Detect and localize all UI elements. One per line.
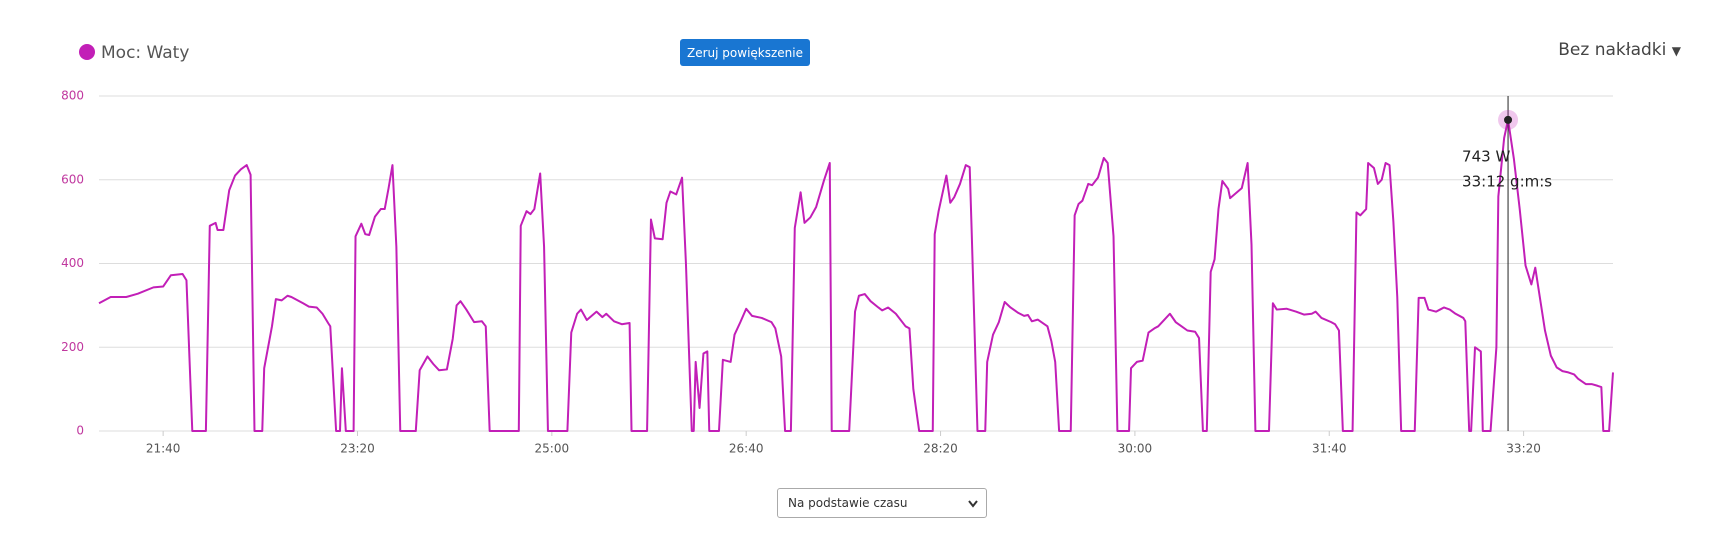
x-tick-label: 23:20: [340, 442, 375, 456]
reset-zoom-button[interactable]: Zeruj powiększenie: [680, 39, 810, 66]
y-tick-label: 0: [76, 424, 84, 438]
x-tick-label: 21:40: [146, 442, 181, 456]
y-tick-label: 200: [61, 340, 84, 354]
overlay-label: Bez nakładki: [1558, 40, 1667, 60]
y-tick-label: 400: [61, 256, 84, 270]
power-line: [98, 118, 1614, 432]
legend-label[interactable]: Moc: Waty: [101, 43, 189, 63]
x-tick-label: 28:20: [923, 442, 958, 456]
x-tick-label: 26:40: [729, 442, 764, 456]
hover-point: [1504, 115, 1513, 124]
x-tick-label: 30:00: [1118, 442, 1153, 456]
x-tick-label: 25:00: [535, 442, 570, 456]
tooltip-time: 33:12 g:m:s: [1462, 172, 1552, 190]
x-tick-label: 31:40: [1312, 442, 1347, 456]
tooltip-value: 743 W: [1462, 147, 1510, 165]
select-arrow: [968, 500, 978, 508]
mode-label: Na podstawie czasu: [788, 496, 908, 510]
y-tick-label: 600: [61, 172, 84, 186]
legend-marker: [79, 44, 95, 60]
overlay-dropdown[interactable]: Bez nakładki ▼: [1558, 40, 1681, 60]
x-tick-label: 33:20: [1506, 442, 1541, 456]
y-tick-label: 800: [61, 89, 84, 103]
mode-select[interactable]: Na podstawie czasu: [777, 488, 987, 518]
dropdown-icon: ▼: [1671, 44, 1681, 58]
